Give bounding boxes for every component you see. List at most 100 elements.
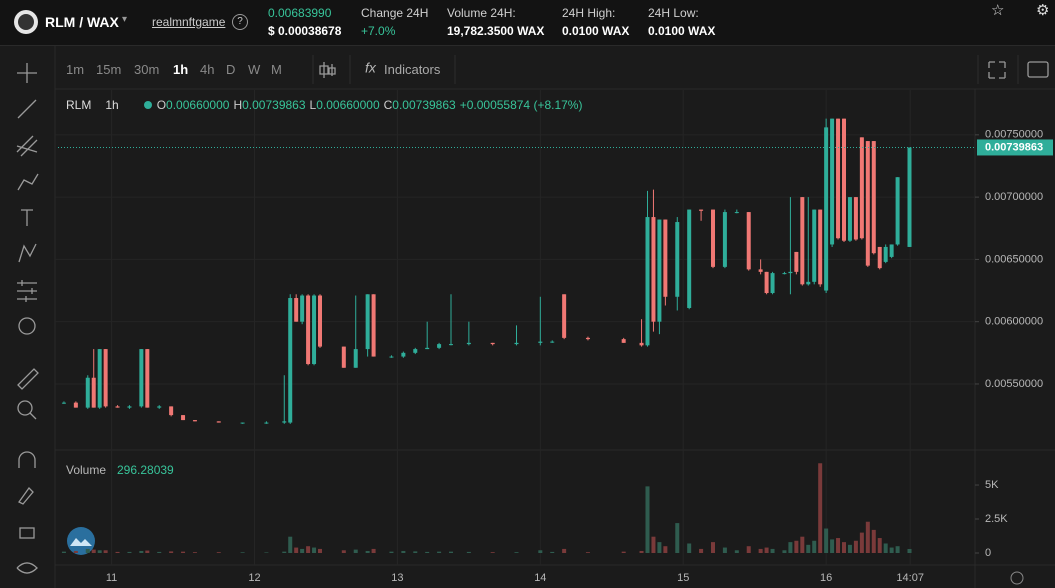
screenshot-button[interactable]	[1027, 61, 1049, 78]
interval-button[interactable]: 15m	[96, 62, 122, 77]
volume-bar	[836, 538, 841, 553]
candle-body	[722, 212, 727, 267]
candle-body	[318, 295, 322, 347]
volume-bar	[711, 542, 715, 553]
candle-body	[264, 422, 269, 424]
candle-body	[800, 197, 805, 285]
indicators-button[interactable]: Indicators	[384, 62, 441, 77]
fullscreen-button[interactable]	[988, 61, 1006, 79]
pattern-tool[interactable]	[18, 243, 37, 263]
volume-bar	[788, 542, 793, 553]
candle-body	[73, 402, 78, 408]
volume-bar	[734, 550, 739, 553]
interval-button[interactable]: 4h	[200, 62, 215, 77]
volume-bar	[562, 548, 567, 553]
volume-bar	[264, 552, 269, 553]
volume-bar	[818, 463, 823, 553]
volume-bar	[216, 552, 221, 553]
measure-tool[interactable]	[17, 368, 39, 390]
legend-key: L	[309, 98, 317, 112]
caret[interactable]: ▾	[122, 14, 128, 25]
volume-bar	[169, 551, 174, 553]
volume-bar	[294, 547, 299, 553]
hide-tool[interactable]	[16, 562, 38, 574]
interval-button[interactable]: D	[226, 62, 236, 77]
account-link[interactable]: realmnftgame	[152, 15, 226, 29]
legend-value: 0.00739863	[392, 98, 456, 112]
background	[0, 46, 1055, 588]
emoji-tool[interactable]	[18, 317, 36, 335]
interval-button[interactable]: M	[271, 62, 282, 77]
volume-title: Volume	[66, 463, 106, 477]
candle-body	[883, 246, 888, 262]
brush-tool[interactable]	[17, 173, 39, 191]
volume-bar	[639, 550, 644, 553]
help-icon[interactable]: ?	[232, 14, 248, 30]
candle-body	[782, 273, 787, 275]
volume-bar	[830, 539, 835, 553]
volume-bar	[288, 536, 293, 553]
candle-body	[115, 406, 120, 408]
candle-body	[282, 421, 287, 423]
legend-change: +0.00055874 (+8.17%)	[459, 98, 583, 112]
candle-body	[699, 209, 704, 211]
candle-body	[306, 295, 311, 365]
candle-body	[127, 406, 132, 408]
volume-bar	[157, 551, 162, 553]
magnet-tool[interactable]	[18, 451, 36, 468]
legend-value: 0.00739863	[242, 98, 306, 112]
volume-bar	[192, 552, 197, 553]
candle-body	[91, 377, 96, 408]
candle-body	[853, 197, 858, 240]
legend-key: O	[156, 98, 167, 112]
settings-button[interactable]	[1010, 571, 1024, 585]
pair-name[interactable]: RLM / WAX	[45, 14, 119, 30]
forecast-tool[interactable]	[17, 280, 37, 302]
volume-bar	[353, 549, 358, 553]
lock-tool[interactable]	[19, 527, 35, 539]
interval-button[interactable]: 1m	[66, 62, 85, 77]
candle-body	[401, 352, 406, 357]
volume-bar	[550, 551, 555, 553]
zoom-tool-handle	[29, 412, 37, 420]
volume-bar	[871, 529, 876, 553]
candle-body	[645, 217, 650, 346]
text-tool[interactable]	[21, 209, 33, 226]
candle-type-button[interactable]	[319, 62, 336, 78]
favorite-button[interactable]: ☆	[991, 2, 1005, 19]
zoom-tool[interactable]	[17, 400, 33, 416]
volume-bar	[306, 546, 311, 553]
y-tick-label: 0.00700000	[985, 191, 1043, 203]
volume-bar	[657, 542, 662, 553]
y-tick-label: 0.00750000	[985, 129, 1043, 141]
volume-bar	[883, 543, 888, 553]
candle-body	[824, 127, 829, 291]
candle-body	[687, 209, 692, 308]
y-tick-label: 0.00650000	[985, 253, 1043, 265]
lock-drawings[interactable]	[18, 486, 34, 505]
candle-body	[490, 342, 495, 345]
drawing-tools[interactable]	[16, 61, 1049, 574]
high-value: 0.0100 WAX	[562, 24, 630, 38]
y-tick-label: 0.00600000	[985, 316, 1043, 328]
candle-body	[466, 342, 471, 345]
legend-value: 0.00660000	[166, 98, 230, 112]
volume-bar	[895, 546, 900, 553]
low-value: 0.0100 WAX	[648, 24, 716, 38]
candle-body	[300, 295, 305, 322]
fib-tool[interactable]	[16, 135, 38, 157]
interval-button[interactable]: 30m	[134, 62, 160, 77]
candle-body	[711, 209, 715, 267]
x-tick-label: 14	[534, 572, 546, 584]
line-tool[interactable]	[17, 99, 37, 119]
candle-body	[859, 137, 864, 239]
candle-body	[847, 197, 852, 241]
legend-value: 0.00660000	[316, 98, 380, 112]
settings-button[interactable]: ⚙	[1036, 2, 1050, 19]
interval-button[interactable]: W	[248, 62, 261, 77]
candle-body	[145, 349, 150, 408]
candle-body	[437, 344, 442, 348]
volume-bar	[490, 552, 495, 553]
interval-button[interactable]: 1h	[173, 62, 189, 77]
crosshair-tool[interactable]	[17, 63, 37, 83]
